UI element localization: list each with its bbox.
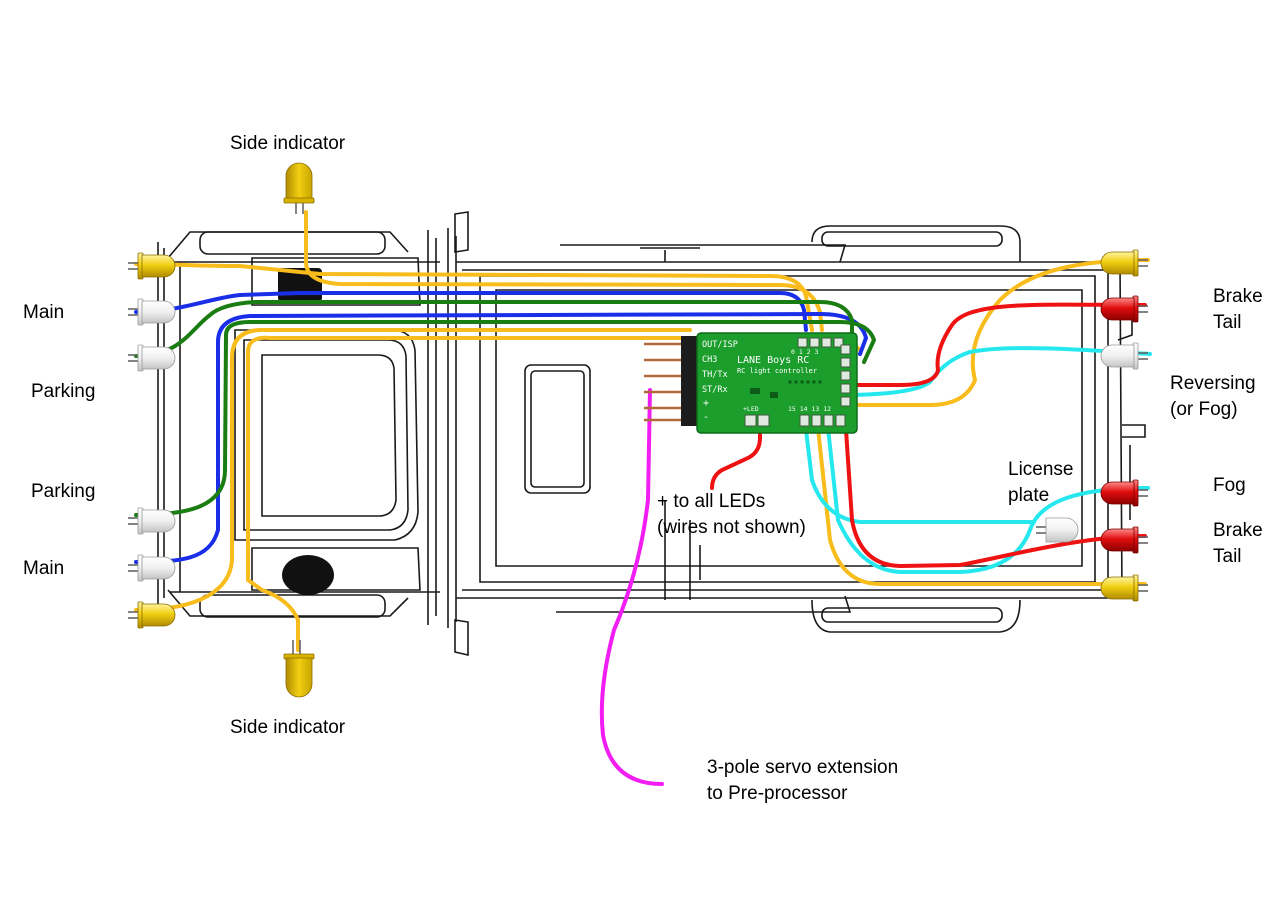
wire-reversing bbox=[848, 346, 1152, 397]
wire-brake-tail-top bbox=[856, 302, 1147, 387]
label-plus-to-all-leds: + to all LEDs (wires not shown) bbox=[657, 491, 806, 538]
label-side-indicator-bottom: Side indicator bbox=[230, 717, 346, 738]
led-parking-bottom bbox=[127, 507, 176, 535]
led-brake-tail-bottom bbox=[1100, 526, 1149, 554]
board-bottom-numbers: 15 14 13 12 bbox=[788, 405, 831, 413]
label-servo-extension: 3-pole servo extension to Pre-processor bbox=[707, 757, 899, 804]
truck-outline bbox=[157, 211, 1146, 657]
board-top-numbers: 0 1 2 3 bbox=[791, 348, 818, 356]
label-license-plate: License plate bbox=[1008, 459, 1074, 506]
wire-fog bbox=[826, 426, 1150, 574]
led-rear-right-top-indicator bbox=[1100, 249, 1149, 277]
label-side-indicator-top: Side indicator bbox=[230, 133, 346, 154]
label-brake-tail-bottom: Brake Tail bbox=[1213, 520, 1263, 567]
led-license-plate bbox=[1036, 517, 1079, 543]
label-parking-top: Parking bbox=[31, 381, 96, 402]
led-side-indicator-bottom bbox=[283, 640, 315, 698]
wire-brake-tail-bottom bbox=[844, 428, 1147, 569]
wire-servo-extension bbox=[599, 388, 664, 786]
board-title: LANE Boys RC bbox=[737, 355, 809, 366]
led-rear-right-bottom-indicator bbox=[1100, 574, 1149, 602]
led-parking-top bbox=[127, 344, 176, 372]
board-pin-label-ch3: CH3 bbox=[702, 355, 717, 365]
led-side-indicator-top bbox=[283, 162, 315, 214]
wire-rear-right-bottom-indicator bbox=[816, 426, 1147, 586]
board-minus-label: - bbox=[703, 412, 709, 423]
label-brake-tail-top: Brake Tail bbox=[1213, 286, 1263, 333]
led-front-left-bottom-indicator bbox=[127, 601, 176, 629]
wire-front-left-bottom-indicator bbox=[134, 328, 692, 612]
board-pin-label-th-tx: TH/Tx bbox=[702, 370, 728, 380]
wire-parking-bottom bbox=[134, 320, 877, 517]
led-brake-tail-top bbox=[1100, 295, 1149, 323]
board-pin-label-out-isp: OUT/ISP bbox=[702, 340, 738, 350]
label-fog: Fog bbox=[1213, 475, 1246, 496]
board-pin-label-st-rx: ST/Rx bbox=[702, 385, 728, 395]
led-main-bottom bbox=[127, 554, 176, 582]
board-plus-led-label: +LED bbox=[743, 405, 759, 413]
label-parking-bottom: Parking bbox=[31, 481, 96, 502]
wire-plus-to-leds bbox=[710, 422, 762, 490]
green-wires bbox=[134, 300, 877, 517]
led-fog bbox=[1100, 479, 1149, 507]
board-subtitle: RC light controller bbox=[737, 367, 817, 375]
label-main-top: Main bbox=[23, 302, 65, 323]
cyan-wires bbox=[804, 346, 1152, 574]
wire-license-plate bbox=[804, 428, 1036, 524]
servo-header-pins bbox=[644, 342, 684, 422]
board-plus-label: + bbox=[703, 398, 709, 409]
label-reversing: Reversing (or Fog) bbox=[1170, 373, 1256, 420]
light-controller-board: OUT/ISP CH3 TH/Tx ST/Rx + - 0 1 2 3 LANE… bbox=[644, 332, 858, 434]
led-front-left-top-indicator bbox=[127, 252, 176, 280]
red-wires bbox=[710, 302, 1147, 569]
label-main-bottom: Main bbox=[23, 558, 65, 579]
board-pads bbox=[744, 337, 851, 427]
wire-parking-top bbox=[134, 300, 854, 358]
led-reversing bbox=[1100, 342, 1149, 370]
